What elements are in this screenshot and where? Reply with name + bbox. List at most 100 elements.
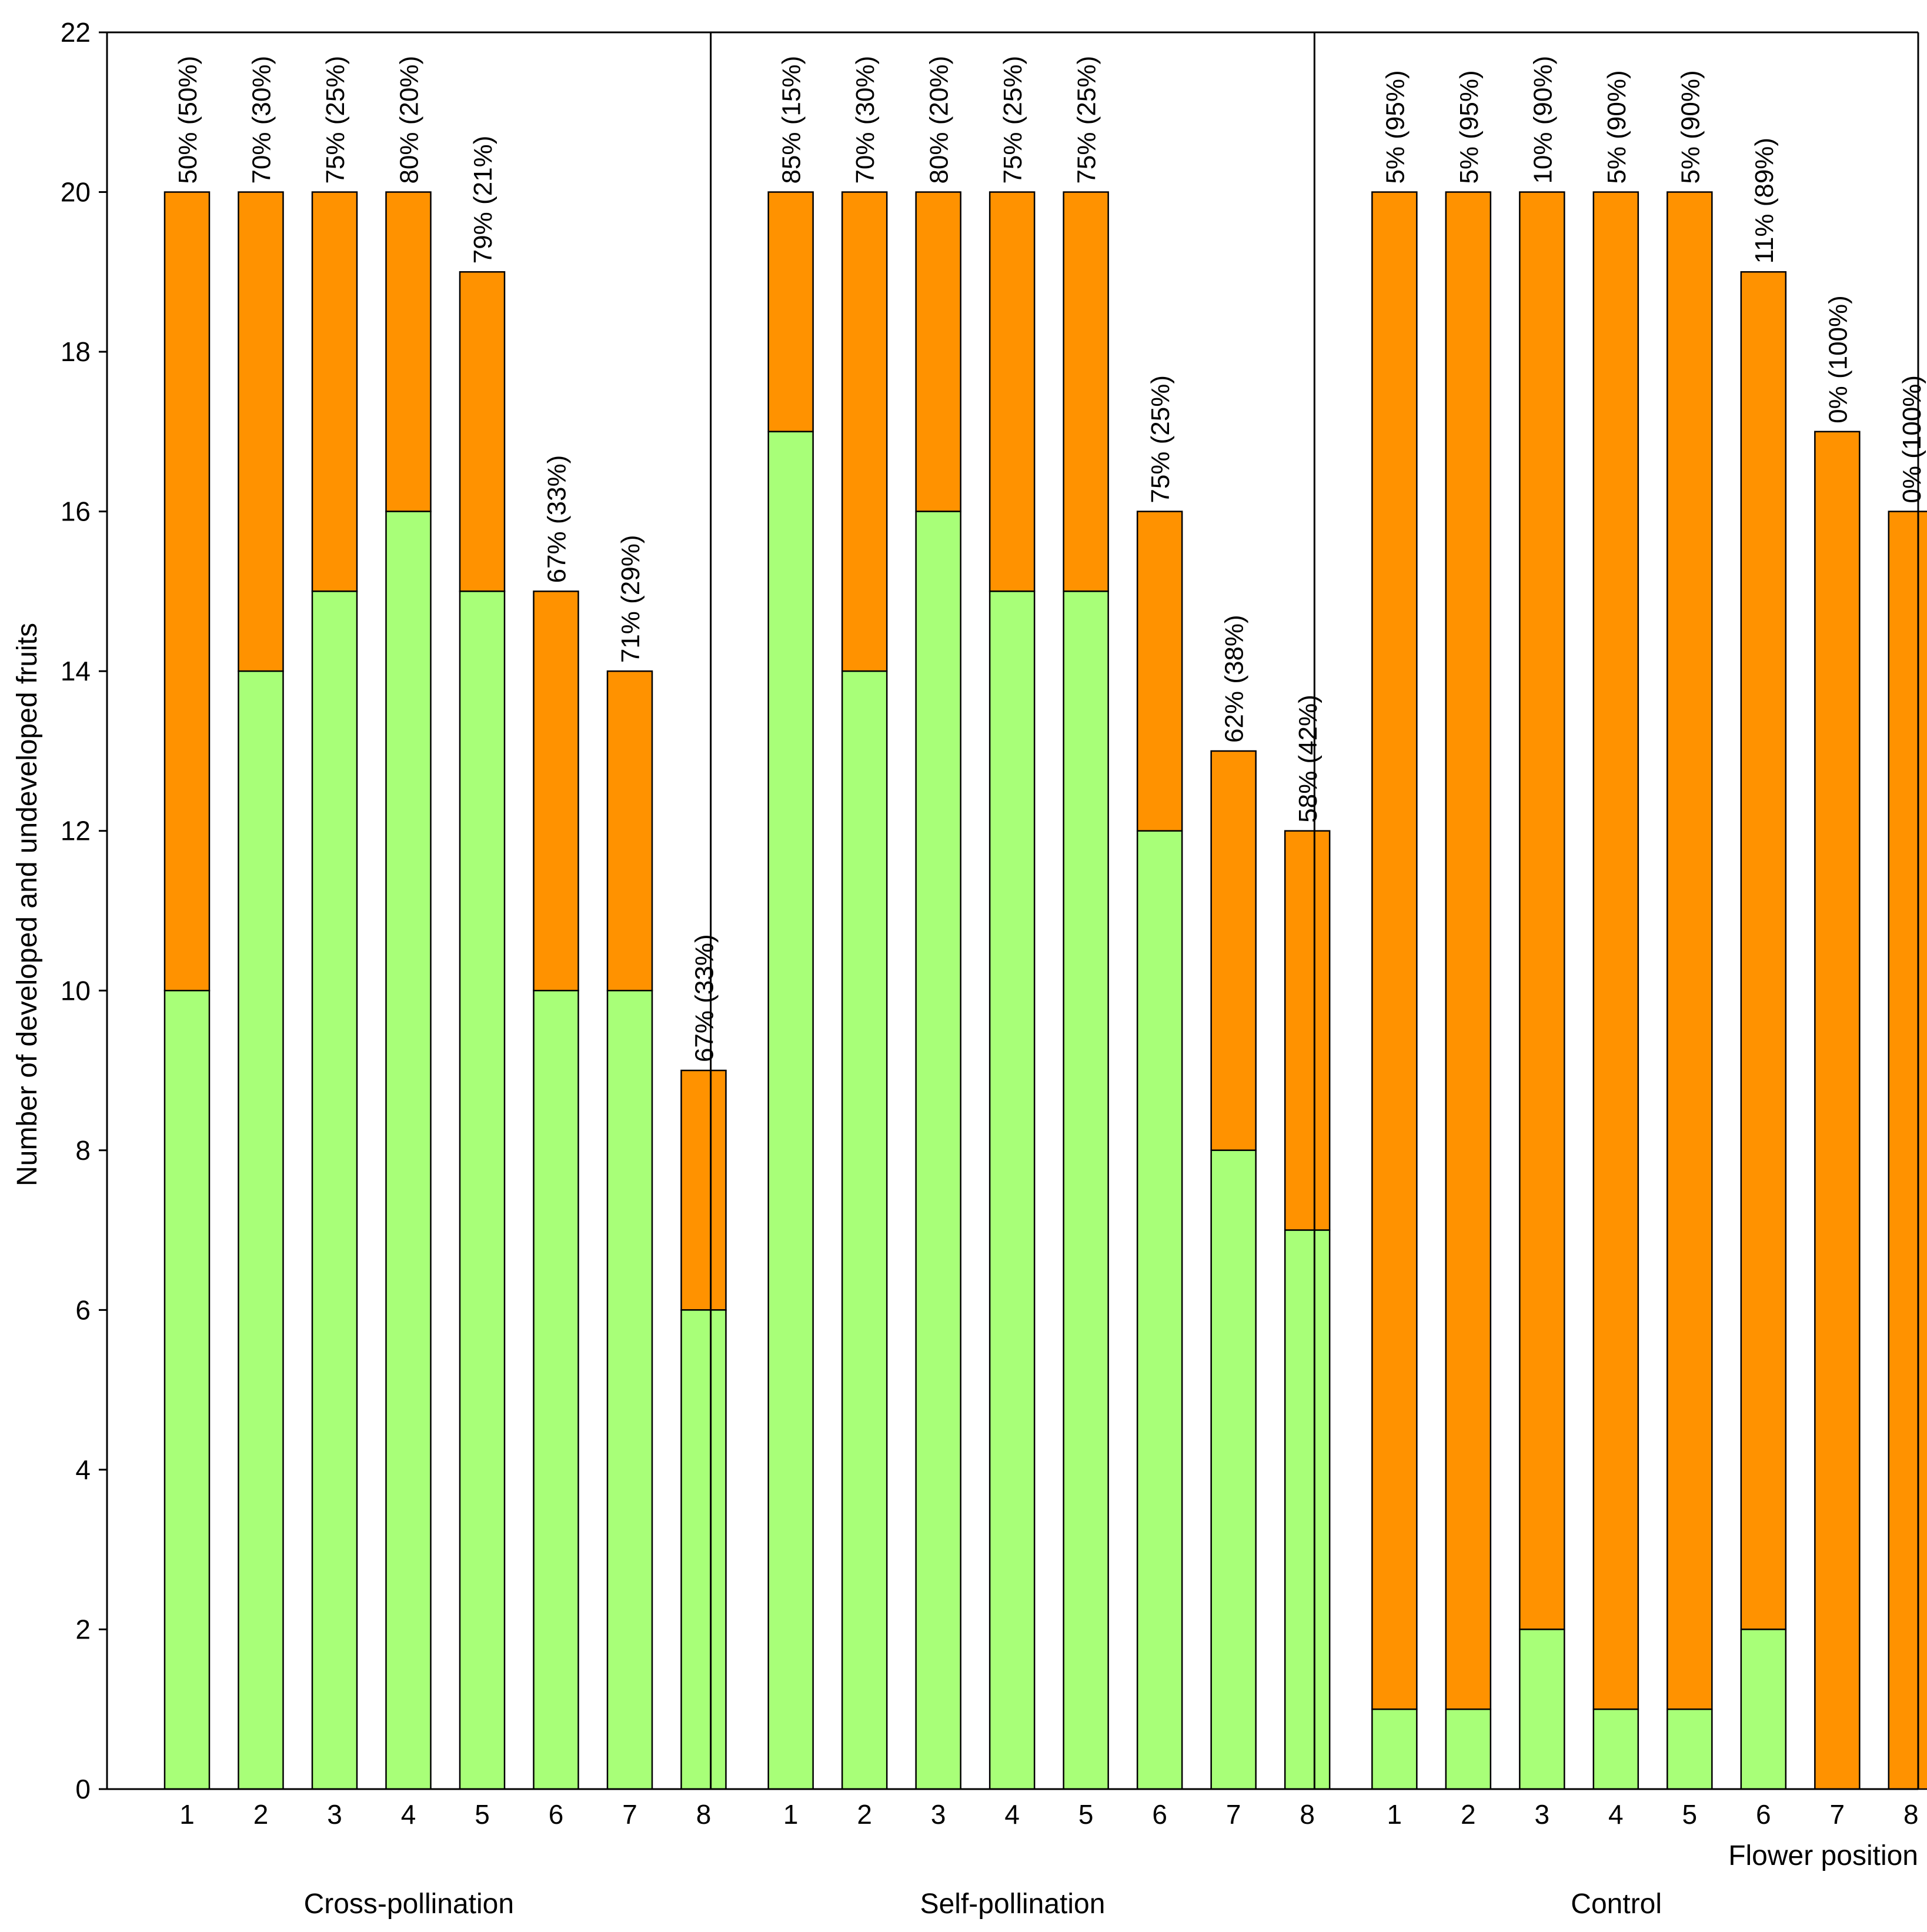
bar-developed-g0-7 (606, 990, 653, 1790)
bar-developed-g2-5 (1666, 1708, 1713, 1790)
bar-undeveloped-g0-4 (385, 191, 432, 512)
bar-undeveloped-g2-4 (1592, 191, 1639, 1710)
x-tick-label-g0-1: 1 (179, 1799, 195, 1830)
bar-value-label-g2-2: 5% (95%) (1455, 70, 1484, 183)
x-tick-label-g2-8: 8 (1903, 1799, 1919, 1830)
bar-value-label-g1-5: 75% (25%) (1073, 56, 1101, 184)
y-tick-label-10: 10 (61, 975, 91, 1006)
bar-value-label-g1-2: 70% (30%) (851, 56, 880, 184)
bar-undeveloped-g1-3 (915, 191, 961, 512)
x-tick-label-g2-5: 5 (1682, 1799, 1698, 1830)
x-tick-label-g0-7: 7 (622, 1799, 637, 1830)
bar-value-label-g2-8: 0% (100%) (1898, 375, 1926, 503)
bar-developed-g0-2 (238, 670, 284, 1790)
bar-developed-g1-7 (1210, 1149, 1257, 1790)
bar-undeveloped-g1-1 (767, 191, 814, 433)
x-tick-label-g0-4: 4 (401, 1799, 416, 1830)
y-tick-label-14: 14 (61, 656, 91, 686)
bar-undeveloped-g1-6 (1136, 510, 1183, 832)
y-tick-label-6: 6 (75, 1294, 91, 1325)
bar-undeveloped-g1-4 (988, 191, 1036, 592)
y-tick-label-2: 2 (75, 1614, 91, 1644)
bar-undeveloped-g0-1 (163, 191, 211, 992)
x-tick-label-g1-5: 5 (1078, 1799, 1094, 1830)
bar-undeveloped-g2-5 (1666, 191, 1713, 1710)
x-tick-label-g1-8: 8 (1300, 1799, 1315, 1830)
x-tick-label-g2-2: 2 (1461, 1799, 1476, 1830)
bar-developed-g1-4 (988, 590, 1036, 1790)
y-tick-label-18: 18 (61, 336, 91, 367)
bar-developed-g2-2 (1445, 1708, 1492, 1790)
x-tick-label-g2-7: 7 (1830, 1799, 1845, 1830)
bar-undeveloped-g2-1 (1371, 191, 1418, 1710)
bar-value-label-g0-5: 79% (21%) (469, 136, 497, 264)
bar-value-label-g1-3: 80% (20%) (925, 56, 954, 184)
bar-value-label-g2-5: 5% (90%) (1676, 70, 1705, 183)
bar-undeveloped-g0-2 (238, 191, 284, 672)
y-tick-label-22: 22 (61, 17, 91, 48)
bars-layer (163, 191, 1927, 1790)
x-tick-label-g2-6: 6 (1756, 1799, 1771, 1830)
bar-undeveloped-g0-5 (459, 271, 506, 592)
bar-value-label-g1-1: 85% (15%) (777, 56, 806, 184)
group-title-2: Self-pollination (920, 1888, 1106, 1920)
x-tick-label-g1-4: 4 (1004, 1799, 1020, 1830)
bar-developed-g2-3 (1519, 1629, 1565, 1790)
x-tick-label-g1-2: 2 (857, 1799, 872, 1830)
bar-undeveloped-g2-6 (1740, 271, 1787, 1630)
bar-value-label-g0-6: 67% (33%) (543, 455, 572, 583)
y-tick-label-0: 0 (75, 1774, 91, 1804)
x-tick-label-g1-7: 7 (1226, 1799, 1241, 1830)
bar-developed-g2-6 (1740, 1629, 1787, 1790)
bar-value-label-g2-1: 5% (95%) (1381, 70, 1410, 183)
bar-value-label-g2-7: 0% (100%) (1824, 295, 1852, 423)
bar-developed-g2-1 (1371, 1708, 1418, 1790)
bar-value-label-g2-4: 5% (90%) (1602, 70, 1631, 183)
bar-undeveloped-g2-2 (1445, 191, 1492, 1710)
x-axis-title: Flower position (1728, 1840, 1918, 1871)
bar-value-label-g2-3: 10% (90%) (1528, 56, 1557, 184)
bar-value-label-g1-4: 75% (25%) (998, 56, 1027, 184)
bar-developed-g1-3 (915, 510, 961, 1790)
bar-developed-g2-4 (1592, 1708, 1639, 1790)
y-tick-label-16: 16 (61, 496, 91, 527)
bar-undeveloped-g0-3 (311, 191, 358, 592)
x-tick-label-g0-2: 2 (253, 1799, 269, 1830)
bar-undeveloped-g1-7 (1210, 750, 1257, 1152)
bar-developed-g1-2 (841, 670, 888, 1790)
bar-developed-g0-6 (533, 990, 579, 1790)
bar-undeveloped-g1-8 (1284, 830, 1331, 1231)
x-tick-label-g0-3: 3 (327, 1799, 342, 1830)
bar-value-label-g0-3: 75% (25%) (321, 56, 350, 184)
x-tick-label-g2-3: 3 (1535, 1799, 1550, 1830)
bar-developed-g0-3 (311, 590, 358, 1790)
bar-value-label-g0-2: 70% (30%) (248, 56, 276, 184)
bar-value-label-g0-8: 67% (33%) (690, 934, 719, 1062)
bar-undeveloped-g2-7 (1814, 431, 1861, 1790)
bar-undeveloped-g1-5 (1063, 191, 1109, 592)
bar-value-label-g0-1: 50% (50%) (173, 56, 202, 184)
group-title-1: Cross-pollination (304, 1888, 515, 1920)
x-tick-label-g0-6: 6 (549, 1799, 564, 1830)
x-tick-label-g0-5: 5 (475, 1799, 490, 1830)
x-tick-label-g2-1: 1 (1387, 1799, 1402, 1830)
y-axis-title: Number of developed and undeveloped frui… (12, 623, 43, 1186)
bar-developed-g1-6 (1136, 830, 1183, 1790)
y-tick-label-4: 4 (75, 1454, 91, 1485)
bar-undeveloped-g0-6 (533, 590, 579, 992)
bar-undeveloped-g2-8 (1888, 510, 1927, 1790)
y-tick-label-12: 12 (61, 816, 91, 846)
bar-undeveloped-g0-7 (606, 670, 653, 992)
bar-value-label-g2-6: 11% (89%) (1750, 138, 1779, 263)
bar-value-label-g1-6: 75% (25%) (1146, 375, 1175, 503)
y-tick-label-20: 20 (61, 177, 91, 208)
bar-value-label-g0-4: 80% (20%) (395, 56, 424, 184)
bar-developed-g0-4 (385, 510, 432, 1790)
bar-developed-g1-8 (1284, 1229, 1331, 1790)
bar-value-label-g1-8: 58% (42%) (1294, 695, 1322, 823)
bar-undeveloped-g0-8 (680, 1069, 727, 1311)
x-tick-label-g2-4: 4 (1608, 1799, 1624, 1830)
bar-developed-g0-5 (459, 590, 506, 1790)
bar-developed-g0-8 (680, 1309, 727, 1790)
group-title-3: Control (1571, 1888, 1662, 1920)
